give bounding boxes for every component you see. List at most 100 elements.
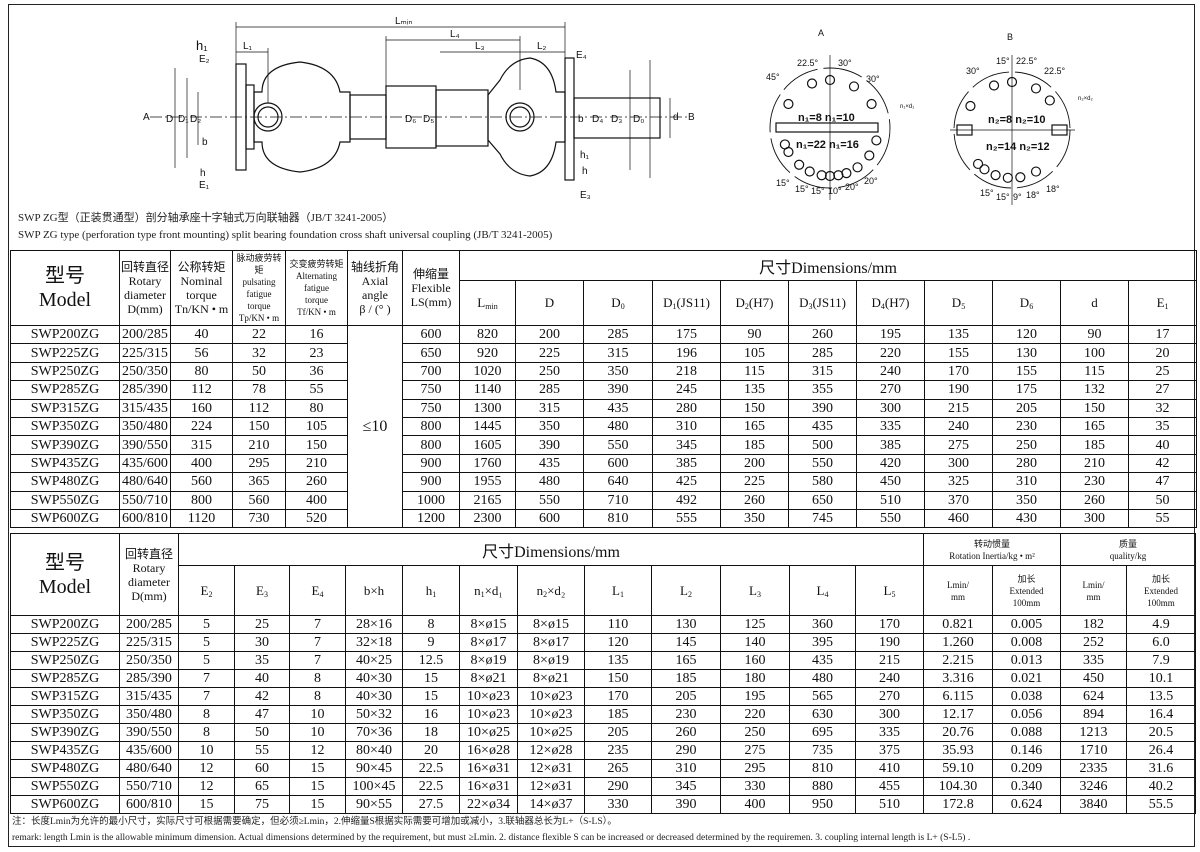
table-row: SWP435ZG 435/600 10 55 12 80×40 20 16×ø28 12×ø28…	[10, 741, 1197, 760]
view-a-title: A	[818, 28, 824, 38]
mass-group-header: 质量 quality/kg	[1060, 533, 1197, 566]
bolt-hole-icon	[965, 100, 976, 112]
table-cell: 390/550	[119, 723, 179, 742]
table-cell: 135	[584, 651, 652, 670]
column-header: 回转直径 Rotary diameter D(mm)	[119, 250, 171, 326]
table-cell: 65	[234, 777, 290, 796]
label-d6: D₆	[405, 114, 416, 125]
column-header: E3	[234, 565, 290, 616]
header-line: diameter	[124, 288, 166, 302]
table-cell: 7	[289, 651, 346, 670]
header-line: Extended	[1009, 585, 1044, 596]
header-line: Model	[38, 289, 92, 311]
right-cross-bearing	[505, 102, 535, 132]
table-cell: 315	[170, 435, 233, 455]
table-cell: 50×32	[345, 705, 403, 724]
table-cell: 0.005	[992, 615, 1062, 634]
bolt-hole-icon	[816, 170, 827, 181]
table-row: SWP390ZG 390/550 315 210 150 800 1605 390 550 345…	[10, 435, 1198, 455]
hole-count-bottom: n₁=22 n₁=16	[796, 139, 859, 151]
dimensions-group-header: 尺寸Dimensions/mm	[458, 250, 1198, 281]
table-cell: 32	[1127, 398, 1198, 418]
table-cell: 8×ø15	[459, 615, 518, 634]
angle-label: 18°	[1046, 184, 1060, 194]
table-cell: SWP435ZG	[10, 741, 120, 760]
column-header: 公称转矩 Nominal torque Tn/KN • m	[170, 250, 233, 326]
angle-label: 30°	[838, 58, 852, 68]
table-cell: 550	[788, 453, 857, 474]
hole-label: n₁×d₁	[900, 104, 914, 110]
table-cell: 624	[1060, 687, 1128, 706]
table-cell: 800	[170, 490, 233, 510]
table-cell: 12×ø28	[517, 741, 585, 760]
table-cell: 230	[651, 705, 721, 724]
header-sub: 2	[744, 302, 749, 311]
table-cell: 26.4	[1126, 741, 1197, 760]
table-cell: 3.316	[923, 669, 994, 688]
table-cell: 224	[170, 416, 233, 437]
header-main: L	[749, 582, 757, 598]
table-cell: 285	[788, 343, 857, 363]
table-cell: 8	[178, 723, 235, 742]
table-cell: 1300	[459, 398, 516, 418]
table-cell: 40×30	[345, 687, 403, 706]
angle-label: 15°	[980, 188, 994, 198]
bolt-hole-icon	[824, 170, 836, 182]
table-cell: 195	[856, 324, 925, 345]
table-cell: 560	[170, 472, 233, 492]
table-row: SWP480ZG 480/640 12 60 15 90×45 22.5 16×ø31 12×ø…	[10, 759, 1197, 778]
table-cell: SWP600ZG	[10, 508, 120, 529]
table-cell: 12.5	[402, 651, 460, 670]
table-cell: 104.30	[923, 777, 994, 796]
table-cell: 140	[720, 633, 790, 652]
header-line: 交变疲劳转矩	[289, 259, 344, 269]
table-cell: 17	[1127, 324, 1198, 345]
table-cell: 460	[924, 508, 993, 529]
label-l2: L₂	[537, 41, 547, 52]
table-cell: 700	[402, 361, 460, 382]
table-cell: 710	[583, 490, 653, 510]
table-cell: 110	[584, 615, 652, 634]
view-a: A 45° 22.5° 30° 30° 15° 15° 15° 10° 20° …	[766, 28, 914, 200]
drawing-labels: A B Lₘᵢₙ L₄ L₁ L₃ L₂ E₄ h₁ E₂ h E₁ E₃ h₁…	[143, 16, 695, 201]
table-cell: 310	[651, 759, 721, 778]
table-cell: 0.088	[992, 723, 1062, 742]
label-e4: E₄	[576, 50, 587, 61]
table-cell: 15	[289, 777, 346, 796]
header-line: 加长	[1152, 573, 1171, 584]
table-cell: SWP315ZG	[10, 687, 120, 706]
header-line: 回转直径	[120, 260, 169, 274]
table-row: SWP550ZG 550/710 800 560 400 1000 2165 550 710 49…	[10, 490, 1198, 510]
table-cell: SWP600ZG	[10, 795, 120, 814]
table-cell: 40×30	[345, 669, 403, 688]
table-cell: 2335	[1060, 759, 1128, 778]
table-cell: 80	[285, 398, 348, 418]
angle-label: 45°	[766, 72, 780, 82]
header-sub: 2	[208, 589, 213, 599]
angle-label: 15°	[811, 186, 825, 196]
table-cell: 218	[652, 361, 721, 382]
table-cell: 435	[515, 453, 584, 474]
table-cell: 290	[651, 741, 721, 760]
table-cell: 250	[515, 361, 584, 382]
table-cell: 20.5	[1126, 723, 1197, 742]
header-line: Axial angle	[361, 274, 389, 302]
table-cell: 695	[789, 723, 856, 742]
table-cell: 220	[720, 705, 790, 724]
bolt-hole-icon	[1044, 95, 1055, 106]
table-cell: 650	[788, 490, 857, 510]
table-cell: 28×16	[345, 615, 403, 634]
label-l3: L₃	[475, 41, 485, 52]
table-cell: 195	[720, 687, 790, 706]
bolt-hole-icon	[783, 98, 794, 110]
header-line: 轴线折角	[350, 260, 399, 274]
table-cell: 60	[234, 759, 290, 778]
angle-label: 22.5°	[1044, 66, 1066, 76]
header-main: E	[311, 582, 320, 598]
table-cell: 425	[652, 472, 721, 492]
table-cell: 12	[178, 759, 235, 778]
header-sub: 3	[808, 302, 813, 311]
table-cell: 315	[788, 361, 857, 382]
axial-angle-cell: ≤10	[347, 324, 403, 529]
header-main: D	[735, 295, 745, 310]
